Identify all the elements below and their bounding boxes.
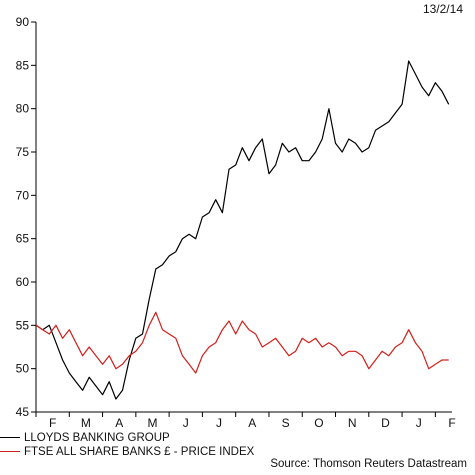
source-note: Source: Thomson Reuters Datastream: [270, 458, 467, 470]
x-tick-label: A: [248, 416, 256, 430]
y-tick-label: 55: [16, 318, 30, 332]
x-tick-label: N: [348, 416, 357, 430]
y-tick-label: 45: [16, 405, 30, 419]
y-tick-label: 65: [16, 232, 30, 246]
x-tick-label: M: [147, 416, 157, 430]
line-chart: 45 50 55 60 65 70 75 80 85 90 F M A M J J A S O N D J F: [16, 15, 456, 430]
x-tick-label: J: [216, 416, 222, 430]
legend-swatch-ftse: [0, 451, 20, 453]
y-tick-label: 50: [16, 362, 30, 376]
axes: 45 50 55 60 65 70 75 80 85 90 F M A M J J A S O N D J F: [16, 15, 456, 430]
series-line-ftse: [35, 311, 449, 374]
x-tick-label: A: [115, 416, 123, 430]
legend-label-ftse: FTSE ALL SHARE BANKS £ - PRICE INDEX: [24, 446, 255, 458]
date-label: 13/2/14: [422, 2, 463, 16]
legend-item-ftse: FTSE ALL SHARE BANKS £ - PRICE INDEX: [0, 445, 254, 459]
series-line-lloyds: [35, 60, 450, 400]
legend-label-lloyds: LLOYDS BANKING GROUP: [24, 432, 170, 444]
x-tick-label: F: [448, 416, 455, 430]
x-tick-label: D: [381, 416, 390, 430]
x-tick-label: M: [81, 416, 91, 430]
legend-item-lloyds: LLOYDS BANKING GROUP: [0, 431, 170, 445]
series-lines: [35, 60, 450, 400]
x-tick-label: S: [282, 416, 290, 430]
y-tick-label: 80: [16, 102, 30, 116]
y-tick-label: 85: [16, 58, 30, 72]
y-tick-label: 70: [16, 188, 30, 202]
y-tick-label: 90: [16, 15, 30, 29]
x-tick-label: F: [49, 416, 56, 430]
legend-swatch-lloyds: [0, 437, 20, 439]
y-tick-label: 75: [16, 145, 30, 159]
x-tick-label: O: [314, 416, 323, 430]
x-tick-label: J: [416, 416, 422, 430]
x-tick-label: J: [183, 416, 189, 430]
y-tick-label: 60: [16, 275, 30, 289]
